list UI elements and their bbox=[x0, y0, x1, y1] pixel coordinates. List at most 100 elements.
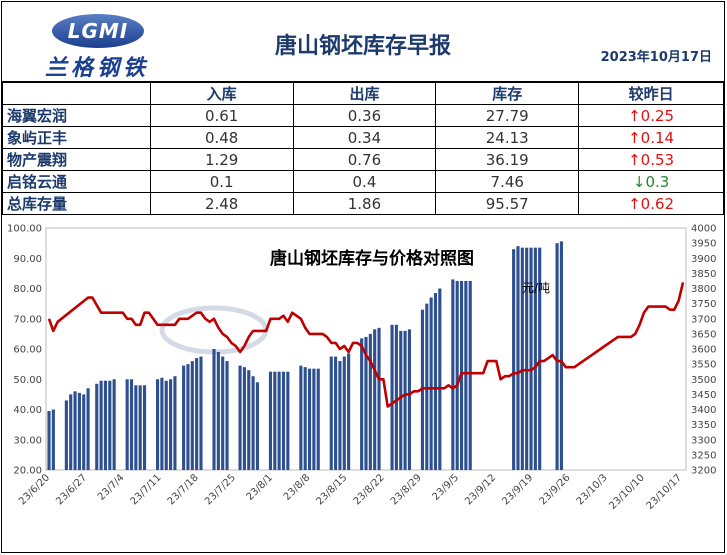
row-stock: 7.46 bbox=[435, 170, 580, 193]
row-change: ↑0.62 bbox=[578, 192, 724, 215]
y-right-tick-label: 3650 bbox=[691, 329, 716, 340]
x-tick-label: 23/10/10 bbox=[607, 472, 647, 512]
page-title: 唐山钢坯库存早报 bbox=[274, 34, 451, 59]
stock-bar bbox=[134, 385, 138, 470]
stock-bar bbox=[247, 370, 251, 470]
row-in: 0.61 bbox=[149, 104, 294, 127]
chart-title: 唐山钢坯库存与价格对照图 bbox=[270, 248, 474, 269]
x-tick-label: 23/8/29 bbox=[389, 472, 424, 507]
table-row: 物产震翔 1.29 0.76 36.19 ↑0.53 bbox=[2, 148, 724, 171]
table-header-row: 入库 出库 库存 较昨日 bbox=[2, 82, 724, 105]
stock-bar bbox=[225, 361, 229, 470]
row-stock: 36.19 bbox=[435, 148, 580, 171]
y-right-tick-label: 3350 bbox=[691, 420, 716, 431]
stock-bar bbox=[129, 379, 134, 470]
stock-bar bbox=[299, 365, 303, 470]
stock-bar bbox=[312, 368, 316, 470]
stock-bar bbox=[199, 356, 203, 470]
stock-bar bbox=[368, 333, 372, 470]
arrow-up-icon: ↑ bbox=[628, 128, 641, 147]
stock-bar bbox=[173, 376, 177, 470]
stock-bar bbox=[520, 247, 524, 470]
stock-bar bbox=[69, 394, 73, 470]
stock-bar bbox=[268, 371, 273, 470]
x-tick-label: 23/6/20 bbox=[17, 472, 52, 507]
stock-bar bbox=[51, 409, 55, 470]
stock-bar bbox=[512, 249, 516, 470]
stock-price-chart: 20.00 30.00 40.00 50.00 60.00 70.00 80.00 90.00… bbox=[7, 224, 716, 512]
x-tick-label: 23/9/12 bbox=[463, 472, 498, 507]
y-right-tick-label: 3700 bbox=[691, 314, 716, 325]
x-tick-label: 23/10/3 bbox=[575, 472, 610, 507]
stock-bar bbox=[47, 411, 51, 470]
stock-bar bbox=[455, 280, 459, 470]
stock-bar bbox=[555, 243, 559, 470]
stock-bar bbox=[425, 303, 429, 470]
stock-bar bbox=[195, 358, 199, 470]
row-out: 0.76 bbox=[292, 148, 437, 171]
y-right-tick-label: 3850 bbox=[691, 269, 716, 280]
stock-bar bbox=[516, 246, 520, 470]
stock-bar bbox=[77, 392, 81, 470]
row-in: 0.1 bbox=[149, 170, 294, 193]
stock-bar bbox=[242, 367, 246, 470]
stock-bar bbox=[360, 338, 364, 470]
stock-bar bbox=[338, 361, 342, 470]
stock-table: 入库 出库 库存 较昨日 海翼宏润 0.61 0.36 27.79 ↑0.25 象屿正丰 0… bbox=[2, 82, 724, 215]
y-right-tick-label: 3200 bbox=[691, 466, 716, 477]
table-row: 总库存量 2.48 1.86 95.57 ↑0.62 bbox=[2, 192, 724, 215]
stock-bar bbox=[108, 380, 112, 470]
stock-bar bbox=[112, 379, 116, 470]
x-tick-label: 23/7/25 bbox=[203, 472, 238, 507]
row-in: 0.48 bbox=[149, 126, 294, 149]
stock-bar bbox=[468, 280, 472, 470]
stock-bar bbox=[377, 327, 381, 470]
stock-bar bbox=[438, 288, 442, 470]
change-value: 0.53 bbox=[640, 150, 675, 169]
stock-bar bbox=[190, 361, 194, 470]
stock-bar bbox=[169, 379, 173, 470]
stock-bar bbox=[347, 353, 351, 470]
x-tick-label: 23/8/15 bbox=[314, 472, 349, 507]
stock-bar bbox=[451, 279, 455, 470]
table-row: 象屿正丰 0.48 0.34 24.13 ↑0.14 bbox=[2, 126, 724, 149]
stock-bar bbox=[255, 382, 260, 470]
x-tick-label: 23/8/8 bbox=[282, 472, 313, 503]
row-change: ↑0.14 bbox=[578, 126, 724, 149]
stock-bar bbox=[286, 371, 290, 470]
logo-name: 兰格钢铁 bbox=[44, 55, 149, 81]
y-left-tick-label: 50.00 bbox=[13, 375, 42, 386]
y-right-tick-label: 3400 bbox=[691, 405, 716, 416]
y-left-tick-label: 20.00 bbox=[13, 466, 42, 477]
stock-bar bbox=[538, 247, 542, 470]
column-header-out: 出库 bbox=[292, 82, 437, 105]
stock-bar bbox=[95, 383, 99, 470]
stock-bar bbox=[373, 329, 377, 470]
y-right-tick-label: 3750 bbox=[691, 299, 716, 310]
stock-bar bbox=[238, 365, 242, 470]
column-header-in: 入库 bbox=[149, 82, 294, 105]
stock-bar bbox=[433, 293, 438, 470]
y-left-tick-label: 90.00 bbox=[13, 254, 42, 265]
y-left-tick-label: 30.00 bbox=[13, 435, 42, 446]
x-tick-label: 23/7/11 bbox=[129, 472, 164, 507]
table-row: 海翼宏润 0.61 0.36 27.79 ↑0.25 bbox=[2, 104, 724, 127]
stock-bar bbox=[525, 247, 529, 470]
row-name: 物产震翔 bbox=[2, 148, 151, 171]
stock-bar bbox=[221, 356, 225, 470]
stock-bar bbox=[334, 356, 338, 470]
row-out: 0.34 bbox=[292, 126, 437, 149]
stock-bar bbox=[64, 400, 68, 470]
stock-bar bbox=[303, 367, 307, 470]
y-left-tick-label: 100.00 bbox=[7, 224, 42, 235]
stock-bar bbox=[399, 330, 403, 470]
report-date: 2023年10月17日 bbox=[600, 50, 712, 65]
x-tick-label: 23/8/22 bbox=[352, 472, 387, 507]
row-change: ↓0.3 bbox=[578, 170, 724, 193]
y-right-tick-label: 3550 bbox=[691, 360, 716, 371]
y-right-tick-label: 3800 bbox=[691, 284, 716, 295]
stock-bar bbox=[273, 371, 277, 470]
stock-bar bbox=[138, 385, 142, 470]
stock-bar bbox=[559, 241, 563, 470]
stock-bar bbox=[533, 247, 537, 470]
